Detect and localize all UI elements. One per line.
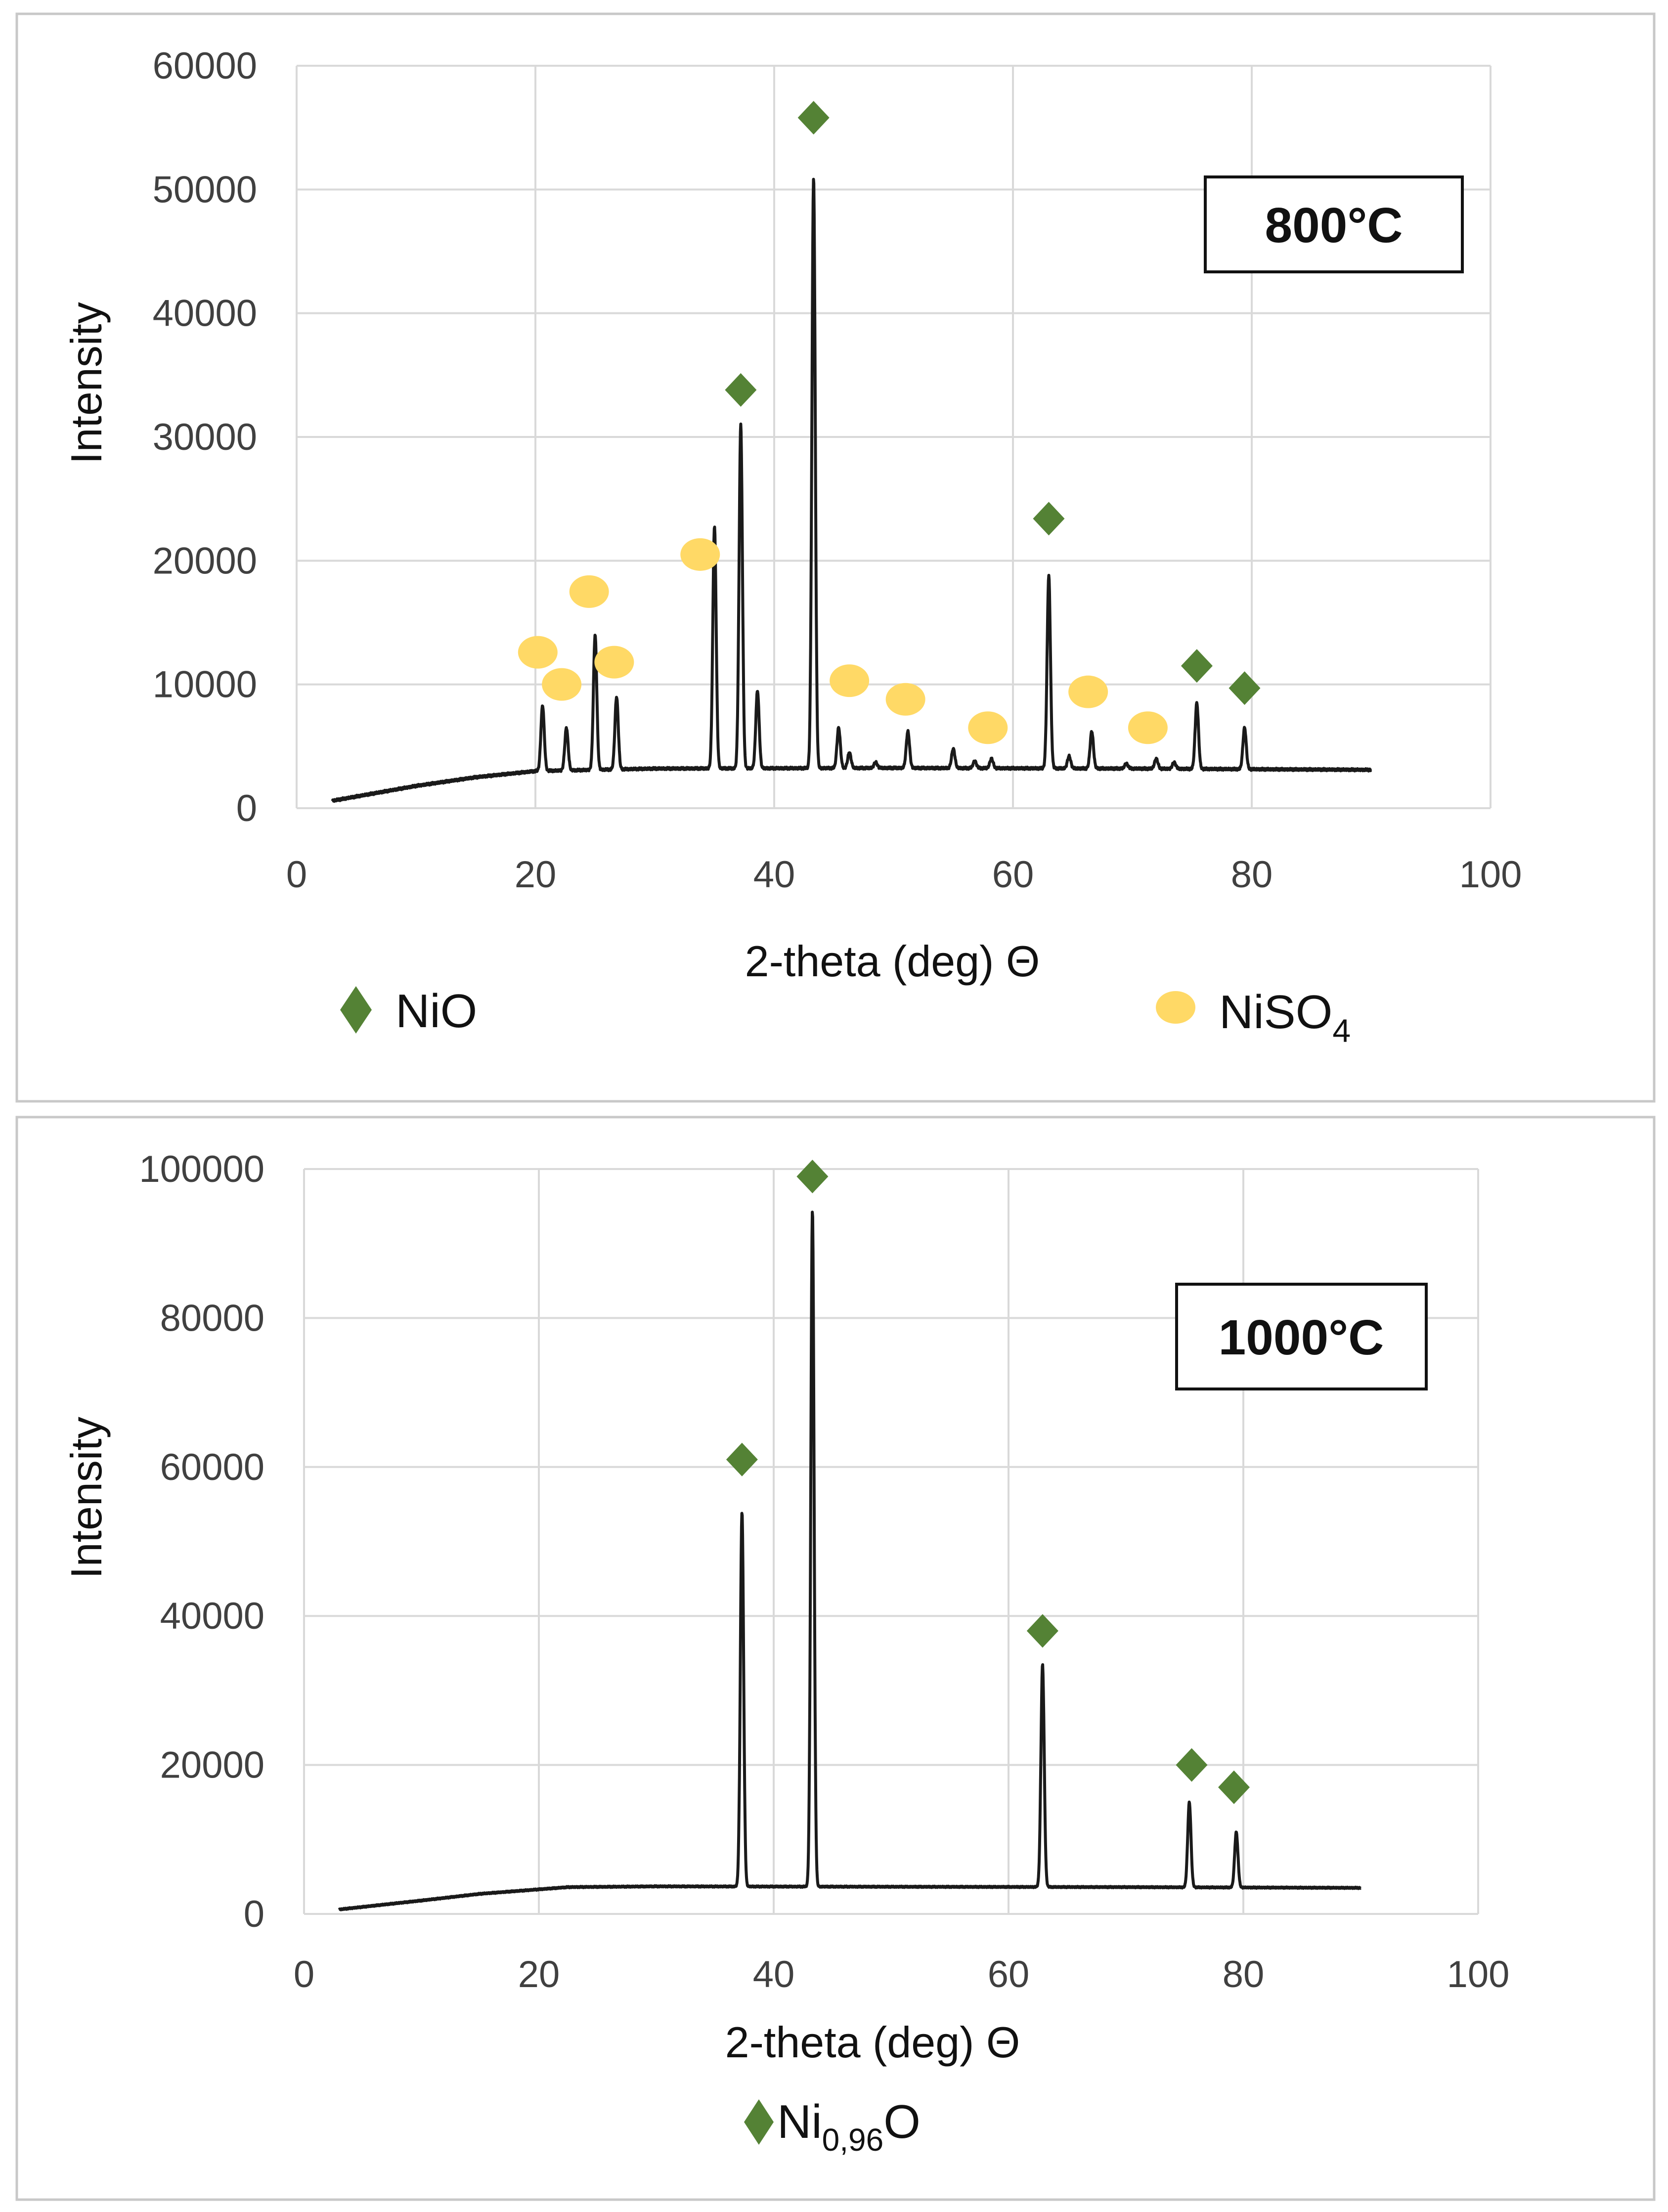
- niso4-circle-marker: [885, 683, 925, 716]
- x-tick-label: 100: [1459, 854, 1522, 896]
- y-tick-labels: 0 10000 20000 30000 40000 50000 60000: [153, 45, 257, 829]
- legend-item-nio: NiO: [340, 985, 477, 1038]
- x-tick-label: 60: [992, 854, 1034, 896]
- plot-grid: [303, 1168, 1479, 1915]
- x-tick-label: 0: [294, 1953, 314, 1995]
- niso4-circle-marker: [830, 664, 870, 697]
- x-tick-labels: 0 20 40 60 80 100: [286, 854, 1522, 896]
- chart-panel-1000: 0 20000 40000 60000 80000 100000 0 20 40 60 80 100…: [15, 1116, 1656, 2201]
- y-tick-label: 100000: [139, 1148, 264, 1190]
- x-axis-title: 2-theta (deg) Θ: [745, 937, 1040, 986]
- niso4-circle-marker: [594, 646, 634, 679]
- x-tick-label: 100: [1447, 1953, 1510, 1995]
- niso4-circle-marker: [680, 538, 720, 571]
- x-tick-label: 20: [518, 1953, 560, 1995]
- y-tick-label: 40000: [160, 1595, 264, 1637]
- circle-marker-icon: [1156, 991, 1195, 1024]
- niso4-circle-marker: [542, 668, 582, 701]
- temperature-label: 800°C: [1265, 198, 1403, 253]
- niso4-circle-marker: [968, 711, 1008, 744]
- nio-diamond-marker: [1026, 1614, 1058, 1648]
- phase-markers: [726, 1160, 1250, 1804]
- y-axis-title: Intensity: [62, 1417, 111, 1579]
- x-tick-label: 40: [753, 854, 795, 896]
- y-tick-label: 20000: [160, 1744, 264, 1786]
- nio-diamond-marker: [1218, 1770, 1250, 1804]
- y-axis-title: Intensity: [62, 302, 111, 464]
- x-axis-title: 2-theta (deg) Θ: [725, 2018, 1020, 2067]
- y-tick-label: 60000: [153, 45, 257, 87]
- niso4-circle-marker: [1128, 711, 1168, 744]
- legend: Ni0,96O: [744, 2095, 921, 2158]
- nio-diamond-marker: [1181, 649, 1213, 683]
- y-tick-label: 20000: [153, 540, 257, 582]
- x-tick-label: 60: [988, 1953, 1030, 1995]
- diamond-marker-icon: [744, 2099, 774, 2145]
- niso4-circle-marker: [1068, 675, 1108, 708]
- niso4-circle-marker: [518, 636, 558, 669]
- temperature-label-box: 1000°C: [1175, 1283, 1428, 1390]
- y-tick-label: 60000: [160, 1446, 264, 1488]
- y-tick-labels: 0 20000 40000 60000 80000 100000: [139, 1148, 264, 1935]
- legend-label: NiSO4: [1219, 986, 1351, 1049]
- nio-diamond-marker: [796, 1160, 829, 1194]
- nio-diamond-marker: [797, 101, 830, 135]
- phase-markers: [518, 101, 1261, 744]
- x-tick-label: 0: [286, 854, 307, 896]
- nio-diamond-marker: [1176, 1748, 1208, 1782]
- xrd-pattern-line: [338, 1211, 1362, 1911]
- y-tick-label: 50000: [153, 169, 257, 211]
- x-tick-label: 40: [753, 1953, 795, 1995]
- xrd-pattern-line: [331, 177, 1372, 803]
- y-tick-label: 40000: [153, 293, 257, 335]
- legend-item-niso4: NiSO4: [1156, 986, 1351, 1049]
- nio-diamond-marker: [1033, 502, 1065, 536]
- niso4-circle-marker: [569, 575, 609, 608]
- nio-diamond-marker: [725, 373, 757, 407]
- diamond-marker-icon: [340, 986, 372, 1034]
- x-tick-label: 80: [1223, 1953, 1265, 1995]
- y-tick-label: 30000: [153, 416, 257, 458]
- temperature-label: 1000°C: [1219, 1310, 1384, 1365]
- nio-diamond-marker: [1229, 671, 1261, 705]
- legend: NiO NiSO4: [340, 985, 1351, 1049]
- nio-diamond-marker: [726, 1442, 758, 1476]
- y-tick-label: 0: [236, 787, 257, 829]
- chart-panel-800: 0 10000 20000 30000 40000 50000 60000 0 20 40 60 8…: [15, 12, 1656, 1103]
- x-tick-label: 20: [515, 854, 557, 896]
- y-tick-label: 80000: [160, 1297, 264, 1339]
- legend-label: NiO: [395, 985, 477, 1038]
- legend-item-ni096o: Ni0,96O: [744, 2095, 921, 2158]
- y-tick-label: 0: [244, 1893, 264, 1935]
- x-tick-labels: 0 20 40 60 80 100: [294, 1953, 1510, 1995]
- temperature-label-box: 800°C: [1204, 175, 1464, 273]
- legend-label: Ni0,96O: [777, 2095, 921, 2158]
- x-tick-label: 80: [1231, 854, 1273, 896]
- y-tick-label: 10000: [153, 664, 257, 706]
